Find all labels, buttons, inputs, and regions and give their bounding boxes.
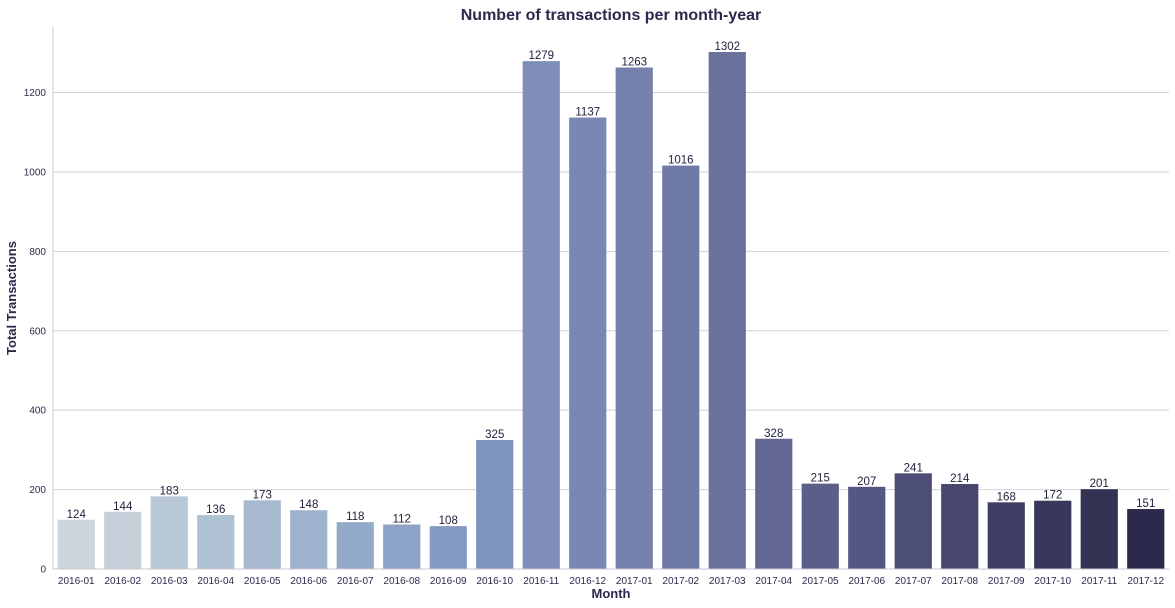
bar bbox=[1080, 489, 1118, 569]
bar bbox=[987, 502, 1025, 569]
chart-title: Number of transactions per month-year bbox=[461, 7, 762, 24]
bar-value-label: 1263 bbox=[621, 57, 647, 69]
bar bbox=[197, 514, 235, 569]
bar-value-label: 207 bbox=[857, 476, 876, 488]
x-axis-ticks: 2016-01 2016-02 2016-03 2016-04 2016-05 2016-… bbox=[58, 576, 1165, 587]
x-tick-label: 2016-10 bbox=[476, 576, 513, 587]
bar bbox=[941, 484, 979, 569]
bar-value-label: 112 bbox=[393, 514, 411, 526]
bar-value-label: 328 bbox=[764, 428, 783, 440]
bar-value-label: 148 bbox=[299, 499, 318, 511]
bar bbox=[243, 500, 281, 569]
bar bbox=[522, 61, 560, 570]
bar-value-label: 1016 bbox=[668, 155, 694, 167]
bar bbox=[476, 439, 514, 569]
x-tick-label: 2016-06 bbox=[290, 576, 327, 587]
bar bbox=[57, 519, 95, 569]
x-tick-label: 2017-06 bbox=[848, 576, 885, 587]
bar-value-label: 201 bbox=[1090, 478, 1109, 490]
x-tick-label: 2016-08 bbox=[383, 576, 420, 587]
bar bbox=[336, 522, 374, 569]
bar bbox=[383, 524, 421, 569]
bar bbox=[615, 67, 653, 569]
x-tick-label: 2016-11 bbox=[523, 576, 559, 587]
bar-value-label: 168 bbox=[997, 491, 1016, 503]
bar bbox=[290, 510, 328, 569]
x-tick-label: 2017-09 bbox=[988, 576, 1025, 587]
bar bbox=[708, 52, 746, 570]
x-tick-label: 2017-03 bbox=[709, 576, 746, 587]
x-tick-label: 2017-02 bbox=[662, 576, 699, 587]
bars bbox=[57, 52, 1165, 570]
bar-value-label: 325 bbox=[485, 429, 504, 441]
bar-value-label: 214 bbox=[950, 473, 970, 485]
bar-value-label: 215 bbox=[811, 473, 830, 485]
bar-value-label: 172 bbox=[1043, 490, 1062, 502]
bar bbox=[150, 496, 188, 569]
x-tick-label: 2016-12 bbox=[569, 576, 606, 587]
bar bbox=[1127, 509, 1165, 569]
bar-value-label: 108 bbox=[439, 515, 458, 527]
bar-value-label: 136 bbox=[206, 504, 225, 516]
bar-value-label: 1302 bbox=[714, 41, 740, 53]
x-tick-label: 2016-07 bbox=[337, 576, 374, 587]
bar-value-label: 241 bbox=[904, 462, 923, 474]
x-tick-label: 2017-10 bbox=[1034, 576, 1071, 587]
bar bbox=[104, 511, 142, 569]
bar bbox=[894, 473, 932, 569]
x-tick-label: 2017-07 bbox=[895, 576, 932, 587]
x-tick-label: 2017-04 bbox=[755, 576, 792, 587]
bar-value-label: 151 bbox=[1136, 498, 1155, 510]
bar bbox=[848, 486, 886, 569]
x-axis-label: Month bbox=[592, 586, 631, 601]
bar-value-label: 173 bbox=[253, 489, 272, 501]
y-tick-label: 800 bbox=[29, 247, 46, 258]
y-tick-label: 600 bbox=[29, 326, 46, 337]
bar bbox=[755, 438, 793, 569]
x-tick-label: 2017-05 bbox=[802, 576, 839, 587]
bar-value-labels: 124 144 183 136 173 148 118 112 108 325 1279 1137 12… bbox=[67, 41, 1156, 527]
y-axis-label: Total Transactions bbox=[4, 241, 19, 355]
y-tick-label: 1000 bbox=[24, 167, 47, 178]
x-tick-label: 2016-02 bbox=[104, 576, 141, 587]
y-axis-ticks: 0 200 400 600 800 1000 1200 bbox=[24, 88, 47, 575]
bar-value-label: 1279 bbox=[528, 50, 554, 62]
bar bbox=[429, 526, 467, 569]
x-tick-label: 2016-03 bbox=[151, 576, 188, 587]
bar-value-label: 183 bbox=[160, 485, 179, 497]
bar-value-label: 124 bbox=[67, 509, 87, 521]
x-tick-label: 2017-01 bbox=[616, 576, 653, 587]
grid bbox=[53, 92, 1169, 491]
y-tick-label: 200 bbox=[29, 485, 46, 496]
bar bbox=[569, 117, 607, 570]
bar bbox=[1034, 500, 1072, 569]
bar-value-label: 1137 bbox=[575, 107, 600, 119]
y-tick-label: 0 bbox=[40, 565, 46, 576]
x-tick-label: 2017-12 bbox=[1127, 576, 1164, 587]
bar bbox=[801, 483, 839, 569]
y-tick-label: 400 bbox=[29, 406, 46, 417]
bar-value-label: 118 bbox=[346, 511, 364, 523]
bar-value-label: 144 bbox=[113, 501, 133, 513]
bar bbox=[662, 165, 700, 570]
x-tick-label: 2016-04 bbox=[197, 576, 234, 587]
x-tick-label: 2017-08 bbox=[941, 576, 978, 587]
x-tick-label: 2016-01 bbox=[58, 576, 95, 587]
x-tick-label: 2016-05 bbox=[244, 576, 281, 587]
x-tick-label: 2016-09 bbox=[430, 576, 467, 587]
x-tick-label: 2017-11 bbox=[1081, 576, 1117, 587]
y-tick-label: 1200 bbox=[24, 88, 47, 99]
